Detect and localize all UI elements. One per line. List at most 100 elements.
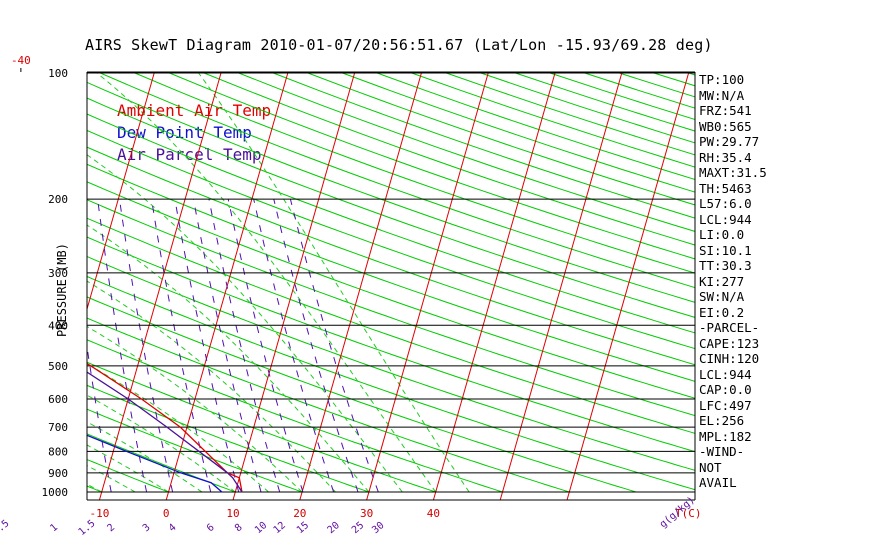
index-item: TT:30.3 [699,258,752,273]
dry-adiabat-line [87,255,695,471]
dry-adiabat-line [87,146,695,366]
dry-adiabat-line [87,129,695,350]
dry-adiabat-line [87,433,236,493]
isotherm-line [87,72,155,311]
dry-adiabat-line [87,275,695,491]
dry-adiabat-line [87,296,637,493]
bottom-temp-tick-label: 30 [360,507,373,520]
index-item: MPL:182 [699,428,752,444]
dry-adiabat-line [0,73,35,492]
index-item: CAPE:123 [699,335,760,351]
moist-adiabat-line [0,170,35,492]
dry-adiabat-line [87,181,695,399]
dry-adiabat-line [87,339,503,493]
pressure-tick-label: 600 [48,393,68,406]
bottom-temp-tick-label: 10 [226,507,239,520]
moist-adiabat-line [96,72,437,493]
legend-ambient-air-temp: Ambient Air Temp [117,101,272,120]
top-temp-tick-label: -40 [11,54,31,67]
pressure-tick-label: 800 [48,445,68,458]
bottom-temp-tick-label: 40 [427,507,440,520]
mixing-ratio-label: 8 [233,522,245,534]
stability-index-list: TP:100 MW:N/A FRZ:541 WB0:565 PW:29.77 RH:35.… [699,72,869,491]
index-item: LCL:944 [699,211,752,227]
mixing-ratio-line [87,343,112,493]
pressure-tick-label: 1000 [42,486,69,499]
mixing-ratio-label: 1 [48,522,60,534]
index-item: CAP:0.0 [699,382,752,397]
isotherm-line [432,72,556,500]
pressure-tick-label: 900 [48,467,68,480]
isotherm-line [366,72,489,500]
bottom-temp-tick-label: 0 [163,507,170,520]
dry-adiabat-line [203,72,695,246]
moist-adiabat-line [87,154,403,493]
moist-adiabat-line [0,185,2,492]
legend-air-parcel-temp: Air Parcel Temp [117,145,262,164]
index-item: KI:277 [699,273,745,289]
index-item: LCL:944 [699,366,752,382]
index-item: LI:0.0 [699,227,745,242]
mixing-ratio-line [253,198,335,493]
isotherm-line [87,72,89,77]
dry-adiabat-line [87,236,695,453]
index-item: PW:29.77 [699,134,760,149]
moist-adiabat-line [87,280,336,493]
dry-adiabat-line [87,217,695,434]
index-item: EL:256 [699,413,745,428]
index-item: LFC:497 [699,397,752,413]
mixing-ratio-line [208,199,281,493]
bottom-temp-tick-label: -10 [89,507,109,520]
dry-adiabat-line [100,72,695,289]
bottom-temp-tick-label: 20 [293,507,306,520]
index-item: EI:0.2 [699,304,745,320]
mixing-ratio-label: 3 [141,522,153,534]
pressure-tick-label: 100 [48,67,68,80]
mixing-ratio-label: 4 [167,522,179,534]
isotherm-line [232,72,356,500]
mixing-ratio-label: 0.5 [0,518,12,538]
dry-adiabat-line [87,163,695,382]
mixing-ratio-label: 20 [326,520,342,536]
index-item: MW:N/A [699,87,745,103]
mixing-ratio-label: 1.5 [77,518,98,538]
index-item: SI:10.1 [699,242,752,258]
ambient-air-temp-line [87,362,243,493]
dry-adiabat-line [87,361,436,493]
index-item: CINH:120 [699,351,760,366]
moist-adiabat-line [87,394,236,493]
index-item: AVAIL [699,475,737,490]
isotherm-line [499,72,623,500]
moist-adiabat-line [87,483,102,493]
mixing-ratio-label: 25 [350,520,366,536]
mixing-ratio-label: 6 [205,522,217,534]
mixing-ratio-line [0,199,1,492]
index-item: WB0:565 [699,118,752,134]
mixing-ratio-label: 30 [370,520,386,536]
dry-adiabat-line [87,113,695,334]
dry-adiabat-line [87,81,695,303]
index-item: TH:5463 [699,180,752,196]
isotherm-line [0,72,21,500]
mixing-ratio-label: 2 [105,522,117,534]
pressure-tick-label: 300 [48,267,68,280]
index-item: NOT [699,459,722,475]
index-item: TP:100 [699,72,745,87]
index-item: SW:N/A [699,289,745,304]
mixing-ratio-label: 15 [295,520,311,536]
dry-adiabat-line [169,72,695,260]
plot-grid [0,72,695,500]
moist-adiabat-line [198,72,470,493]
pressure-tick-label: 700 [48,421,68,434]
moist-adiabat-line [87,224,370,493]
pressure-tick-label: 200 [48,193,68,206]
pressure-tick-label: 400 [48,319,68,332]
dry-adiabat-line [134,72,695,274]
index-item: -WIND- [699,444,745,459]
index-item: MAXT:31.5 [699,165,767,180]
dew-point-temp-line [87,434,223,493]
index-item: L57:6.0 [699,196,752,211]
moist-adiabat-line [87,444,169,493]
pressure-tick-label: 500 [48,360,68,373]
